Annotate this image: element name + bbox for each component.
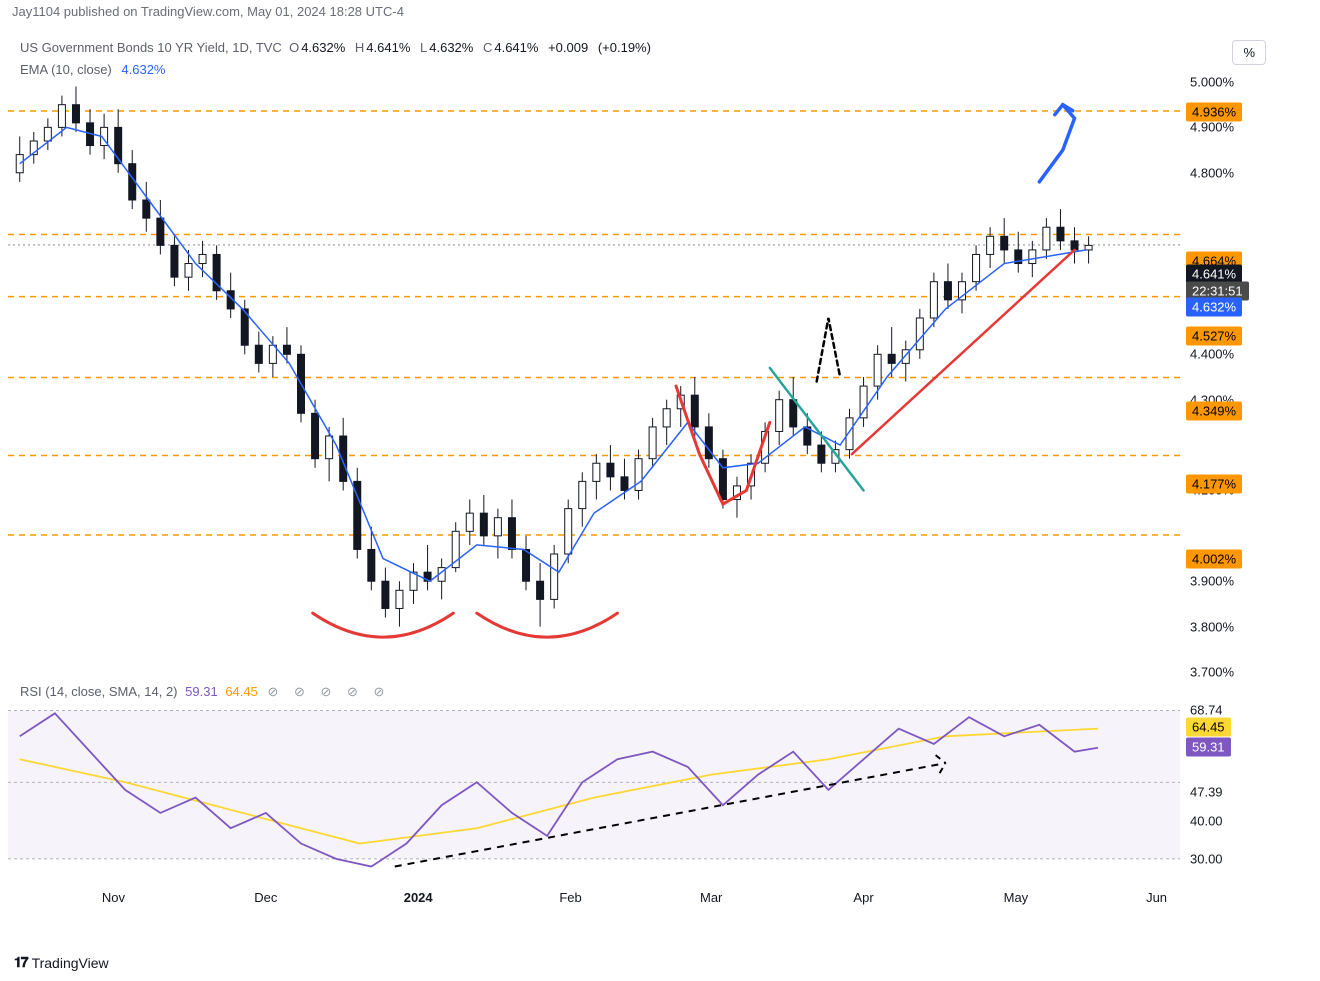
publish-info: Jay1104 published on TradingView.com, Ma… [12,4,404,19]
tradingview-logo: 𝟏𝟕 TradingView [14,954,109,971]
y-tick-label: 3.700% [1190,665,1234,680]
y-tick-label: 5.000% [1190,75,1234,90]
x-tick-label: Nov [102,890,125,905]
price-level-badge: 4.632% [1186,298,1242,317]
rsi-tick-label: 40.00 [1190,813,1223,828]
x-tick-label: May [1004,890,1029,905]
symbol-name: US Government Bonds 10 YR Yield, 1D, TVC [20,40,282,55]
x-tick-label: Dec [254,890,277,905]
rsi-tick-label: 47.39 [1190,785,1223,800]
rsi-chart[interactable] [8,698,1180,878]
price-y-axis: 5.000%4.900%4.800%4.400%4.300%4.100%3.90… [1186,82,1310,672]
y-tick-label: 3.800% [1190,619,1234,634]
price-level-badge: 4.002% [1186,549,1242,568]
y-tick-label: 4.400% [1190,347,1234,362]
tv-logo-icon: 𝟏𝟕 [14,954,28,971]
x-tick-label: Feb [559,890,581,905]
x-tick-label: Apr [853,890,873,905]
price-level-badge: 4.936% [1186,102,1242,121]
price-level-badge: 4.527% [1186,326,1242,345]
rsi-tick-label: 59.31 [1186,737,1231,756]
symbol-info-line: US Government Bonds 10 YR Yield, 1D, TVC… [20,40,657,55]
x-tick-label: 2024 [404,890,433,905]
y-tick-label: 4.800% [1190,165,1234,180]
price-level-badge: 4.177% [1186,475,1242,494]
y-tick-label: 4.900% [1190,120,1234,135]
time-axis: Nov Dec 2024 Feb Mar Apr May Jun [8,884,1180,914]
x-tick-label: Jun [1146,890,1167,905]
price-level-badge: 4.349% [1186,402,1242,421]
ema-info-line: EMA (10, close) 4.632% [20,62,165,77]
rsi-tick-label: 68.74 [1190,703,1223,718]
price-chart[interactable] [8,82,1180,672]
x-tick-label: Mar [700,890,722,905]
rsi-tick-label: 64.45 [1186,717,1231,736]
rsi-tick-label: 30.00 [1190,851,1223,866]
unit-toggle-button[interactable]: % [1232,40,1266,65]
rsi-y-axis: 68.7464.4559.31 47.39 40.00 30.00 [1186,698,1310,878]
y-tick-label: 3.900% [1190,574,1234,589]
